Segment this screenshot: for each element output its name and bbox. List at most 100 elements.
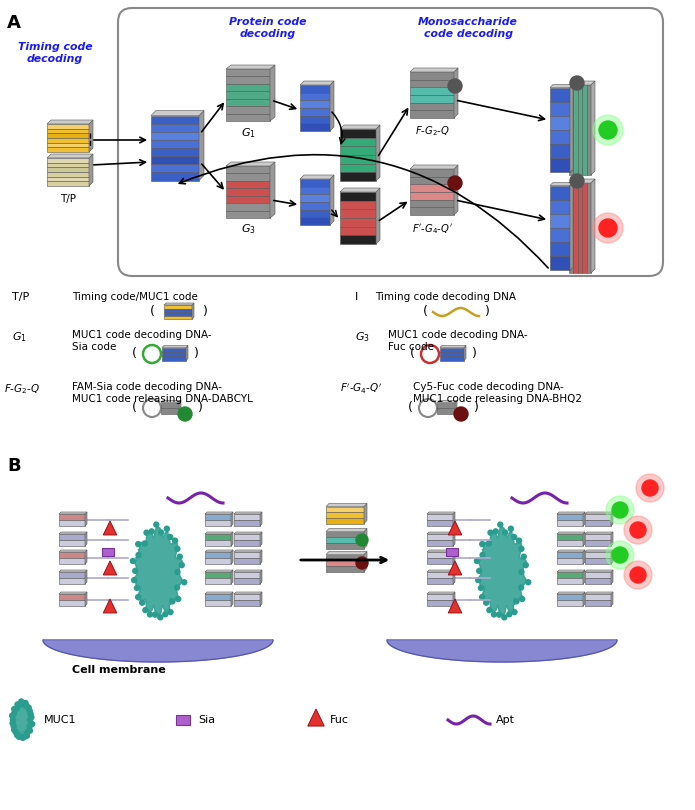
Circle shape: [454, 407, 468, 421]
Circle shape: [29, 714, 34, 720]
Circle shape: [497, 612, 502, 617]
Polygon shape: [427, 532, 455, 534]
Circle shape: [624, 516, 652, 544]
Text: $G_3$: $G_3$: [240, 222, 256, 236]
Circle shape: [25, 729, 31, 734]
Polygon shape: [427, 512, 455, 514]
Bar: [326, 531, 364, 537]
Text: B: B: [7, 457, 21, 475]
Circle shape: [518, 585, 523, 590]
Text: Protein code
decoding: Protein code decoding: [229, 17, 306, 39]
Bar: [410, 103, 454, 110]
Polygon shape: [186, 346, 188, 360]
Bar: [151, 173, 199, 181]
Polygon shape: [199, 110, 204, 181]
Text: Timing code
decoding: Timing code decoding: [17, 42, 92, 64]
Text: T/P: T/P: [60, 194, 76, 204]
Bar: [440, 356, 464, 360]
Polygon shape: [205, 570, 233, 572]
Bar: [226, 166, 270, 173]
Circle shape: [27, 728, 33, 733]
Polygon shape: [205, 532, 233, 534]
Polygon shape: [89, 154, 93, 186]
Circle shape: [491, 612, 496, 617]
Polygon shape: [179, 400, 181, 413]
Circle shape: [12, 727, 17, 732]
Text: Apt: Apt: [496, 715, 515, 725]
Polygon shape: [85, 532, 87, 546]
Bar: [550, 228, 570, 242]
Circle shape: [17, 734, 22, 740]
Polygon shape: [611, 592, 613, 606]
Bar: [326, 561, 364, 566]
Bar: [410, 200, 454, 207]
Circle shape: [163, 612, 167, 616]
Bar: [226, 196, 270, 203]
Bar: [226, 99, 270, 106]
Bar: [47, 177, 89, 181]
Polygon shape: [448, 561, 461, 575]
Bar: [205, 540, 231, 546]
Bar: [340, 164, 376, 173]
Circle shape: [131, 558, 136, 564]
Polygon shape: [453, 570, 455, 584]
Bar: [151, 140, 199, 148]
Polygon shape: [234, 512, 262, 514]
Bar: [557, 600, 583, 606]
Bar: [582, 183, 587, 273]
Bar: [326, 537, 364, 543]
Polygon shape: [231, 592, 233, 606]
Text: Cell membrane: Cell membrane: [72, 665, 165, 675]
Circle shape: [23, 701, 28, 706]
Circle shape: [12, 710, 17, 716]
Circle shape: [136, 542, 140, 547]
Bar: [578, 183, 582, 273]
Bar: [59, 540, 85, 546]
Polygon shape: [453, 512, 455, 526]
Polygon shape: [234, 532, 262, 534]
Bar: [205, 514, 231, 520]
Polygon shape: [583, 512, 585, 526]
Circle shape: [27, 708, 32, 714]
Bar: [582, 85, 587, 175]
Text: ): ): [472, 347, 477, 360]
Polygon shape: [85, 570, 87, 584]
Bar: [587, 183, 591, 273]
Circle shape: [153, 612, 158, 617]
Circle shape: [526, 580, 531, 585]
Bar: [340, 173, 376, 181]
Bar: [151, 124, 199, 132]
Bar: [234, 514, 260, 520]
Bar: [340, 147, 376, 155]
Text: (: (: [409, 347, 414, 360]
Polygon shape: [205, 512, 233, 514]
Bar: [557, 558, 583, 564]
Circle shape: [480, 595, 484, 599]
Circle shape: [521, 554, 526, 559]
Circle shape: [475, 578, 481, 582]
Polygon shape: [231, 570, 233, 584]
Polygon shape: [437, 400, 457, 403]
Polygon shape: [585, 512, 613, 514]
Bar: [47, 172, 89, 177]
Polygon shape: [591, 179, 595, 273]
Text: $G_3$: $G_3$: [355, 330, 370, 343]
Circle shape: [167, 535, 173, 539]
Bar: [585, 520, 611, 526]
Circle shape: [624, 561, 652, 589]
Polygon shape: [583, 550, 585, 564]
Bar: [585, 594, 611, 600]
Circle shape: [514, 599, 519, 604]
Circle shape: [175, 569, 180, 574]
Bar: [340, 138, 376, 147]
Bar: [340, 192, 376, 201]
Circle shape: [10, 717, 15, 722]
Bar: [226, 106, 270, 113]
Bar: [300, 100, 330, 108]
Polygon shape: [326, 528, 367, 531]
Polygon shape: [454, 165, 458, 215]
Text: A: A: [7, 14, 21, 32]
Bar: [205, 520, 231, 526]
Polygon shape: [59, 512, 87, 514]
Bar: [164, 305, 192, 309]
